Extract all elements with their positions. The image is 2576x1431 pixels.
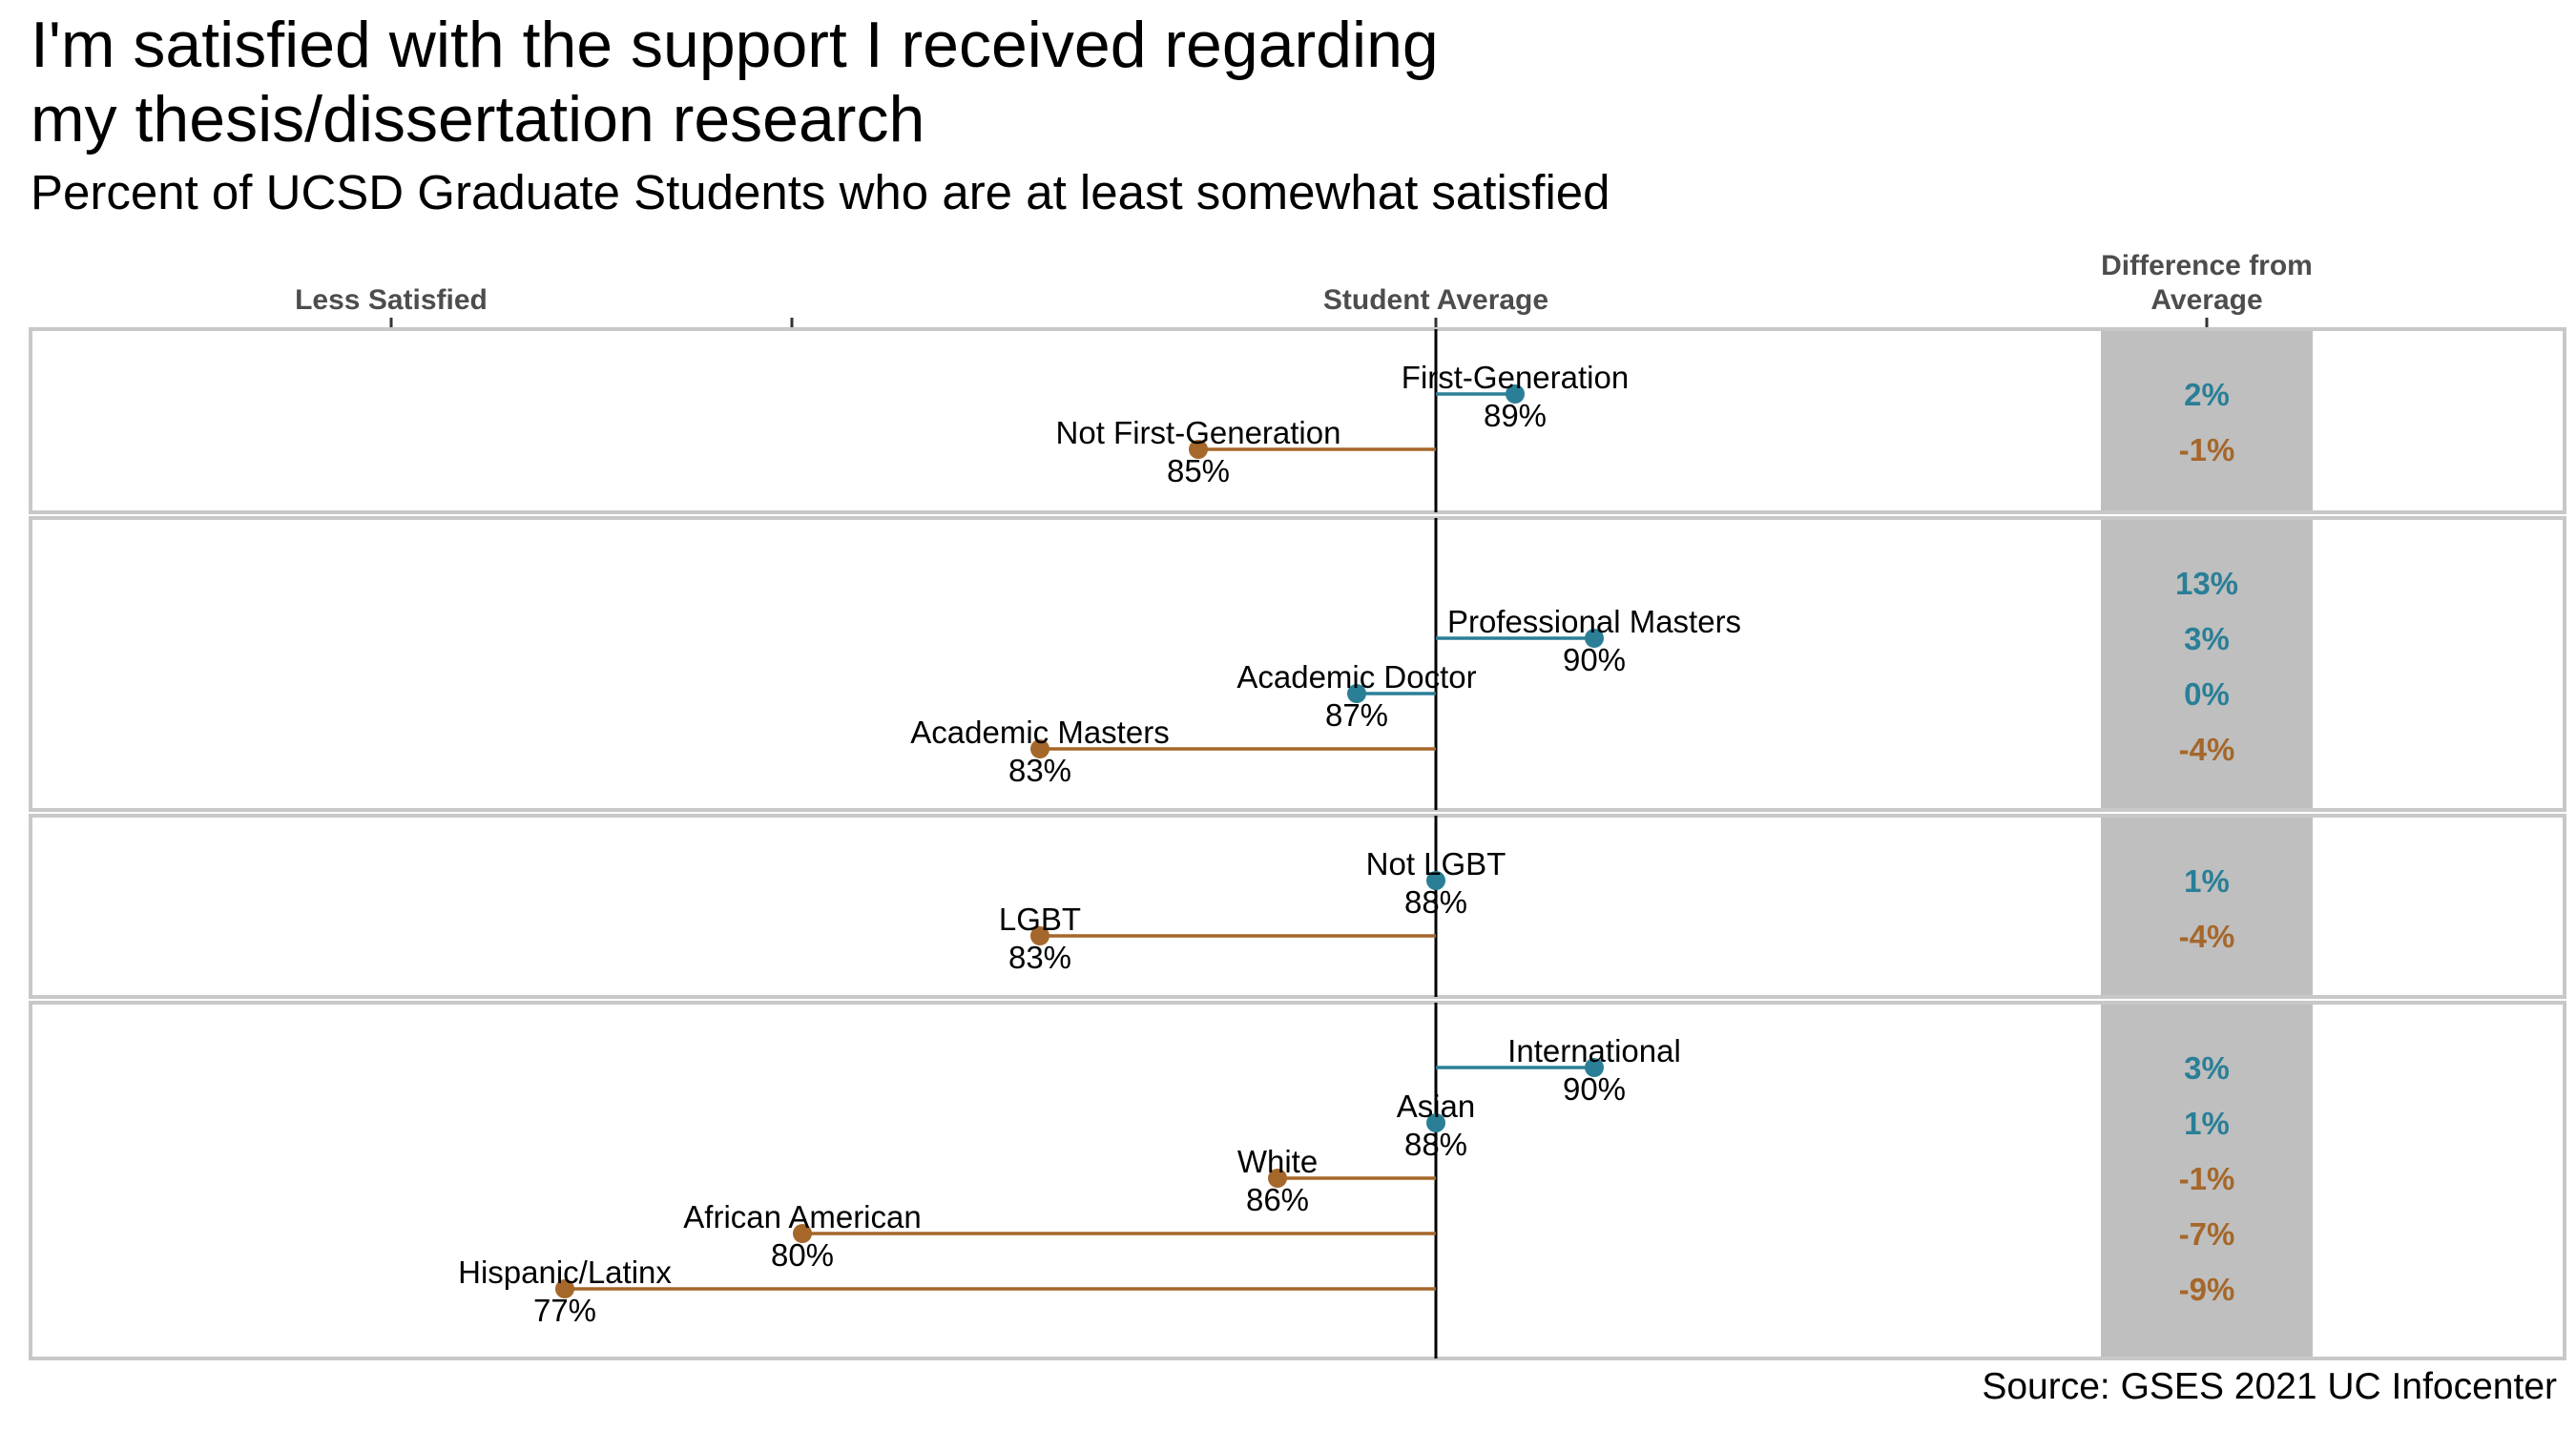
data-point bbox=[1426, 1113, 1445, 1132]
panel-3 bbox=[29, 1001, 2566, 1360]
point-value: 83% bbox=[1008, 940, 1071, 975]
data-point bbox=[1426, 871, 1445, 890]
point-value: 86% bbox=[1246, 1182, 1309, 1217]
header-less-satisfied: Less Satisfied bbox=[295, 284, 488, 316]
point-value: 80% bbox=[771, 1237, 834, 1273]
difference-value: 1% bbox=[2184, 863, 2230, 899]
data-point bbox=[555, 1279, 574, 1298]
difference-value: -4% bbox=[2179, 732, 2235, 767]
data-point bbox=[1585, 629, 1604, 648]
difference-value: -9% bbox=[2179, 1272, 2235, 1307]
point-label: First-Generation bbox=[1402, 360, 1629, 395]
source-note: Source: GSES 2021 UC Infocenter bbox=[1982, 1366, 2557, 1407]
panel-2 bbox=[29, 814, 2566, 999]
difference-value: -1% bbox=[2179, 432, 2235, 467]
chart-title: I'm satisfied with the support I receive… bbox=[31, 8, 1439, 156]
point-value: 87% bbox=[1325, 697, 1388, 733]
difference-value: 0% bbox=[2184, 676, 2230, 712]
panel-0 bbox=[29, 327, 2566, 514]
point-label: Hispanic/Latinx bbox=[458, 1255, 672, 1290]
point-label: Asian bbox=[1397, 1089, 1476, 1124]
data-point bbox=[1506, 384, 1525, 404]
data-point bbox=[1585, 1058, 1604, 1077]
difference-value: -7% bbox=[2179, 1216, 2235, 1252]
point-value: 83% bbox=[1008, 753, 1071, 788]
title-line-1: I'm satisfied with the support I receive… bbox=[31, 9, 1439, 81]
difference-value: -4% bbox=[2179, 919, 2235, 954]
point-label: Professional Masters bbox=[1447, 604, 1741, 639]
data-point bbox=[1347, 684, 1366, 703]
data-point bbox=[1189, 440, 1208, 459]
point-value: 90% bbox=[1563, 1071, 1626, 1107]
point-label: White bbox=[1237, 1144, 1318, 1179]
difference-band-2 bbox=[2101, 818, 2313, 995]
point-value: 90% bbox=[1563, 642, 1626, 677]
difference-value: 3% bbox=[2184, 1050, 2230, 1086]
data-point bbox=[1030, 926, 1049, 945]
point-label: African American bbox=[683, 1199, 921, 1234]
point-label: International bbox=[1507, 1033, 1681, 1068]
point-label: Academic Masters bbox=[910, 715, 1169, 750]
data-point bbox=[1268, 1169, 1287, 1188]
difference-band-0 bbox=[2101, 331, 2313, 510]
difference-value: -1% bbox=[2179, 1161, 2235, 1196]
difference-value: 2% bbox=[2184, 377, 2230, 412]
header-student-average: Student Average bbox=[1323, 284, 1548, 316]
point-label: Not First-Generation bbox=[1056, 415, 1341, 450]
point-label: LGBT bbox=[999, 902, 1081, 937]
data-point bbox=[793, 1224, 812, 1243]
point-label: Not LGBT bbox=[1366, 846, 1506, 881]
point-value: 88% bbox=[1404, 1127, 1467, 1162]
chart-subtitle: Percent of UCSD Graduate Students who ar… bbox=[31, 165, 1610, 219]
point-value: 88% bbox=[1404, 884, 1467, 920]
difference-band-1 bbox=[2101, 520, 2313, 808]
difference-band-3 bbox=[2101, 1005, 2313, 1357]
difference-value: 1% bbox=[2184, 1106, 2230, 1141]
panel-1 bbox=[29, 516, 2566, 812]
point-value: 89% bbox=[1484, 398, 1547, 433]
header-difference-line1: Difference from bbox=[2101, 250, 2313, 281]
point-label: Academic Doctor bbox=[1236, 659, 1476, 695]
difference-value: 3% bbox=[2184, 621, 2230, 656]
data-point bbox=[1030, 739, 1049, 758]
header-difference-line2: Average bbox=[2150, 284, 2262, 316]
point-value: 77% bbox=[533, 1293, 596, 1328]
difference-value: 13% bbox=[2175, 566, 2238, 601]
point-value: 85% bbox=[1167, 453, 1230, 488]
title-line-2: my thesis/dissertation research bbox=[31, 83, 925, 156]
